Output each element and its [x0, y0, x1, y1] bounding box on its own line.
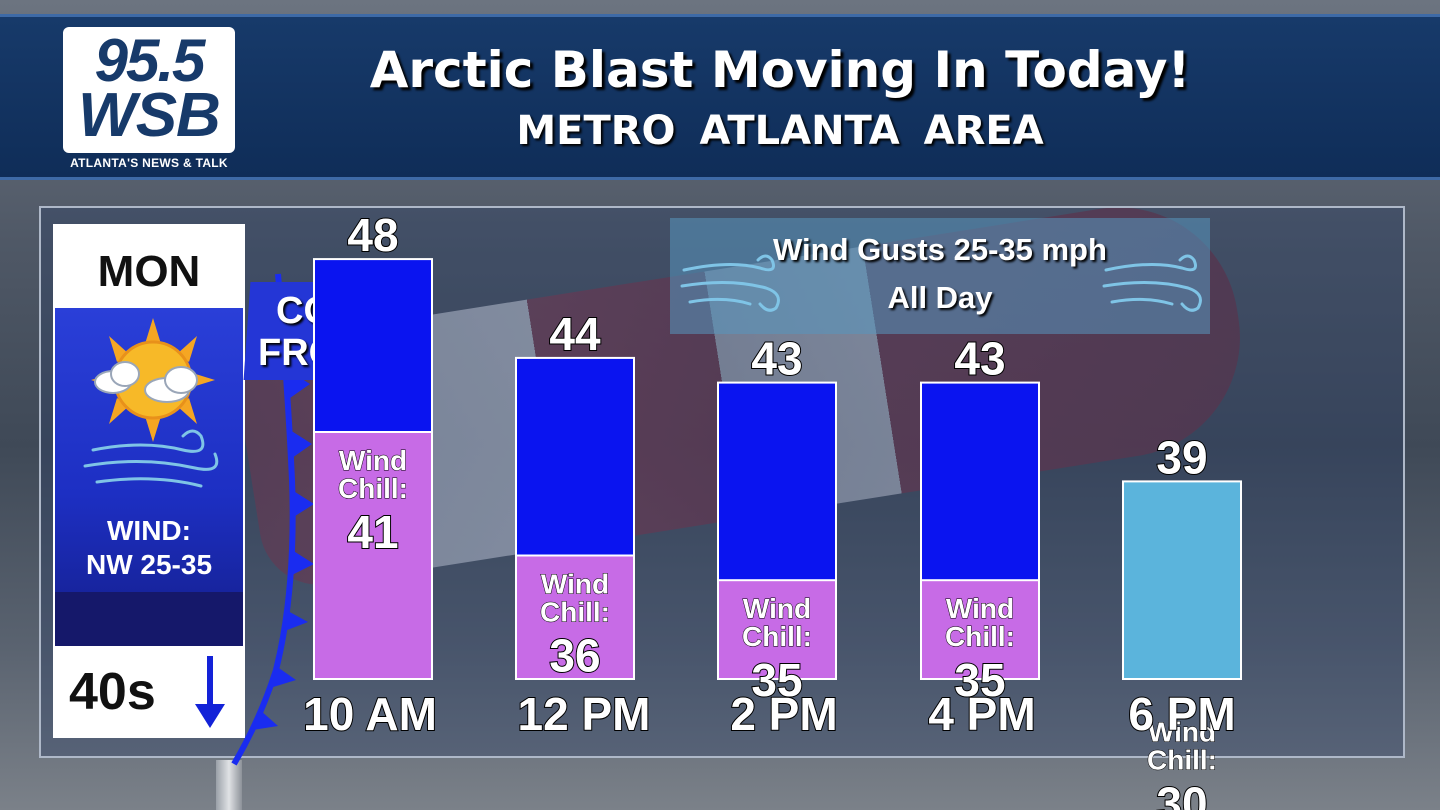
temperature-value-label: 48: [347, 209, 398, 261]
time-tick-label: 6 PM: [1128, 688, 1235, 740]
wind-chill-label-line1: Wind: [541, 569, 609, 600]
wind-chill-label-line1: Wind: [339, 445, 407, 476]
wind-chill-label-line1: Wind: [946, 593, 1014, 624]
day-card-spacer: [55, 592, 243, 646]
wind-chill-label-line2: Chill:: [1147, 745, 1217, 776]
wind-label-line1: WIND:: [107, 515, 191, 546]
wind-chill-label-line2: Chill:: [540, 597, 610, 628]
wind-chill-value-label: 35: [751, 654, 802, 706]
time-tick-label: 12 PM: [518, 688, 651, 740]
gust-banner-line2: All Day: [887, 280, 993, 315]
wind-chill-value-label: 41: [347, 506, 398, 558]
wind-swirl-icon: [1102, 254, 1202, 312]
wind-swirl-icon: [680, 254, 780, 312]
day-temp-row: 40s: [55, 646, 243, 736]
wind-chill-bar: [515, 554, 635, 680]
time-tick-label: 4 PM: [928, 688, 1035, 740]
day-forecast-card: MON WIND: NW 25-35 40s: [53, 224, 245, 738]
wind-chill-value-label: 30: [1156, 778, 1207, 810]
wind-chill-label-line2: Chill:: [338, 473, 408, 504]
time-tick-label: 10 AM: [303, 688, 437, 740]
day-name: MON: [97, 247, 201, 296]
logo-letters: WSB: [78, 81, 221, 150]
down-arrow-icon: [195, 656, 225, 728]
wind-chill-value-label: 36: [549, 630, 600, 682]
gust-banner-line1: Wind Gusts 25-35 mph: [773, 232, 1107, 267]
partly-cloudy-windy-icon: [83, 318, 219, 488]
wind-label: WIND: NW 25-35: [55, 514, 243, 582]
wind-chill-label-line1: Wind: [1148, 717, 1216, 748]
wind-chill-bar: [920, 579, 1040, 681]
wind-chill-bar: [717, 579, 837, 681]
page-title: Arctic Blast Moving In Today!: [369, 41, 1191, 99]
temperature-value-label: 39: [1156, 431, 1207, 483]
time-tick-label: 2 PM: [730, 688, 837, 740]
wind-chill-bar: [313, 431, 433, 680]
wind-chill-value-label: 35: [954, 654, 1005, 706]
header-band: 95.5 WSB ATLANTA'S NEWS & TALK Arctic Bl…: [0, 14, 1440, 180]
temperature-value-label: 43: [751, 333, 802, 385]
station-logo: 95.5 WSB: [63, 27, 235, 153]
day-temp: 40s: [69, 663, 156, 721]
page-subtitle: METRO ATLANTA AREA: [516, 108, 1044, 154]
wind-gust-banner: Wind Gusts 25-35 mph All Day: [670, 218, 1210, 334]
wind-chill-label-line2: Chill:: [945, 621, 1015, 652]
wind-label-line2: NW 25-35: [85, 549, 213, 580]
temperature-bar: [1122, 480, 1242, 680]
temperature-value-label: 43: [954, 333, 1005, 385]
windsock-pole: [216, 760, 242, 810]
logo-number: 95.5: [94, 27, 206, 94]
temperature-value-label: 44: [549, 308, 601, 360]
wind-chill-label-line2: Chill:: [742, 621, 812, 652]
logo-tagline: ATLANTA'S NEWS & TALK: [70, 156, 228, 170]
wind-chill-label-line1: Wind: [743, 593, 811, 624]
